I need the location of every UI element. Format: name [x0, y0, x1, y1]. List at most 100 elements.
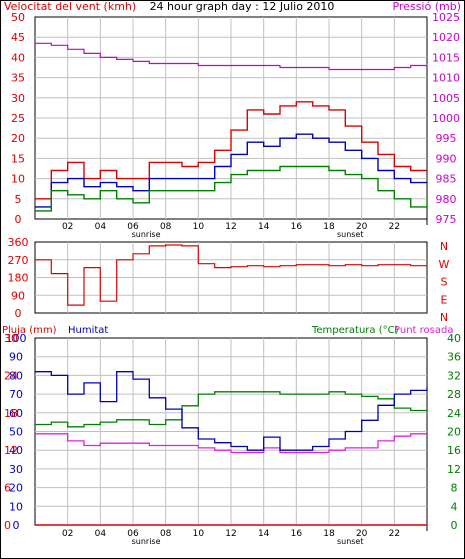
humidity-y-tick-label: 50 — [9, 426, 23, 439]
humidity-x-tick-label: 02 — [62, 529, 73, 539]
page-title: 24 hour graph day : 12 Julio 2010 — [150, 0, 335, 13]
wind-y-tick-label: 50 — [11, 11, 25, 24]
humidity-y-tick-label: 60 — [9, 407, 23, 420]
pressure-y-tick-label: 1010 — [432, 72, 460, 85]
humidity-y-tick-label: 80 — [9, 369, 23, 382]
rain-y-tick-label: 24 — [4, 369, 18, 382]
humidity-x-tick-label: 20 — [356, 529, 368, 539]
humidity-y-tick-label: 0 — [13, 519, 20, 532]
wind-x-tick-label: 16 — [291, 222, 303, 232]
wind-x-tick-label: 20 — [356, 222, 368, 232]
temperature-y-tick-label: 4 — [451, 500, 458, 513]
temperature-y-tick-label: 36 — [447, 351, 461, 364]
compass-label: W — [439, 258, 450, 271]
wind-x-tick-label: 22 — [389, 222, 400, 232]
wind-x-tick-label: 06 — [127, 222, 139, 232]
rain-y-tick-label: 18 — [4, 407, 18, 420]
rain-y-tick-label: 12 — [4, 444, 18, 457]
sunrise-label: sunrise — [132, 230, 161, 239]
wind-y-tick-label: 15 — [11, 152, 25, 165]
humidity-y-tick-label: 70 — [9, 388, 23, 401]
wind-x-tick-label: 12 — [225, 222, 236, 232]
wind-speed-line-green — [35, 165, 428, 212]
humidity-x-tick-label: 18 — [323, 529, 335, 539]
humidity-x-tick-label: 06 — [127, 529, 139, 539]
temperature-y-tick-label: 12 — [447, 463, 461, 476]
wind-x-tick-label: 10 — [193, 222, 205, 232]
temperature-y-tick-label: 24 — [447, 407, 461, 420]
wind-y-tick-label: 25 — [11, 112, 25, 125]
humidity-y-tick-label: 10 — [9, 500, 23, 513]
wind-y-tick-label: 35 — [11, 72, 25, 85]
pressure-y-tick-label: 1025 — [432, 11, 460, 24]
compass-label: E — [441, 293, 448, 306]
sunset-label: sunset — [337, 230, 364, 239]
pressure-y-tick-label: 1020 — [432, 31, 460, 44]
wind-y-tick-label: 30 — [11, 92, 25, 105]
wind-x-tick-label: 04 — [95, 222, 107, 232]
pressure-line — [35, 42, 428, 71]
direction-y-tick-label: 180 — [8, 272, 29, 285]
sunrise-label: sunrise — [132, 537, 161, 546]
rain-y-tick-label: 0 — [4, 519, 11, 532]
pressure-y-tick-label: 980 — [436, 193, 457, 206]
pressure-y-tick-label: 990 — [436, 152, 457, 165]
humidity-y-tick-label: 40 — [9, 444, 23, 457]
direction-y-tick-label: 270 — [8, 254, 29, 267]
temperature-y-tick-label: 0 — [451, 519, 458, 532]
rain-y-tick-label: 6 — [4, 482, 11, 495]
humidity-y-tick-label: 30 — [9, 463, 23, 476]
direction-y-tick-label: 360 — [8, 236, 29, 249]
temperature-y-tick-label: 28 — [447, 388, 461, 401]
pressure-y-tick-label: 995 — [436, 132, 457, 145]
humidity-x-tick-label: 04 — [95, 529, 107, 539]
humidity-x-tick-label: 16 — [291, 529, 303, 539]
compass-label: N — [440, 311, 448, 324]
wind-y-tick-label: 40 — [11, 51, 25, 64]
humidity-axis-title: Humitat — [68, 325, 108, 336]
pressure-y-tick-label: 975 — [436, 213, 457, 226]
humidity-y-tick-label: 90 — [9, 351, 23, 364]
humidity-line — [35, 371, 428, 451]
wind-x-tick-label: 08 — [160, 222, 172, 232]
wind-y-tick-label: 0 — [15, 213, 22, 226]
temperature-y-tick-label: 16 — [447, 444, 461, 457]
direction-y-tick-label: 0 — [15, 307, 22, 320]
wind-y-tick-label: 10 — [11, 173, 25, 186]
humidity-x-tick-label: 22 — [389, 529, 400, 539]
wind-direction-line — [35, 244, 428, 306]
humidity-x-tick-label: 08 — [160, 529, 172, 539]
rain-axis-title: Pluja (mm) — [2, 325, 57, 336]
temperature-y-tick-label: 40 — [447, 332, 461, 345]
pressure-y-tick-label: 985 — [436, 173, 457, 186]
compass-label: S — [441, 276, 448, 289]
pressure-y-tick-label: 1005 — [432, 92, 460, 105]
rain-y-tick-label: 30 — [4, 332, 18, 345]
humidity-x-tick-label: 14 — [258, 529, 270, 539]
temperature-y-tick-label: 20 — [447, 426, 461, 439]
wind-speed-line-blue — [35, 133, 427, 208]
pressure-y-tick-label: 1000 — [432, 112, 460, 125]
temperature-y-tick-label: 8 — [451, 482, 458, 495]
wind-x-tick-label: 02 — [62, 222, 73, 232]
wind-y-tick-label: 5 — [15, 193, 22, 206]
wind-axis-title: Velocitat del vent (kmh) — [4, 0, 136, 13]
wind-speed-line-red — [35, 101, 427, 200]
temperature-y-tick-label: 32 — [447, 369, 461, 382]
humidity-x-tick-label: 10 — [193, 529, 205, 539]
humidity-y-tick-label: 20 — [9, 482, 23, 495]
pressure-axis-title: Pressió (mb) — [392, 0, 461, 13]
sunset-label: sunset — [337, 537, 364, 546]
temperature-axis-title: Temperatura (°C) — [311, 325, 399, 336]
dewpoint-line — [35, 433, 427, 454]
humidity-x-tick-label: 12 — [225, 529, 236, 539]
direction-y-tick-label: 90 — [11, 289, 25, 302]
compass-label: N — [440, 240, 448, 253]
wind-y-tick-label: 45 — [11, 31, 25, 44]
wind-x-tick-label: 14 — [258, 222, 270, 232]
dewpoint-axis-title: Punt rosada — [394, 325, 453, 336]
temperature-line — [35, 391, 427, 428]
humidity-y-tick-label: 100 — [6, 332, 27, 345]
wind-x-tick-label: 18 — [323, 222, 335, 232]
